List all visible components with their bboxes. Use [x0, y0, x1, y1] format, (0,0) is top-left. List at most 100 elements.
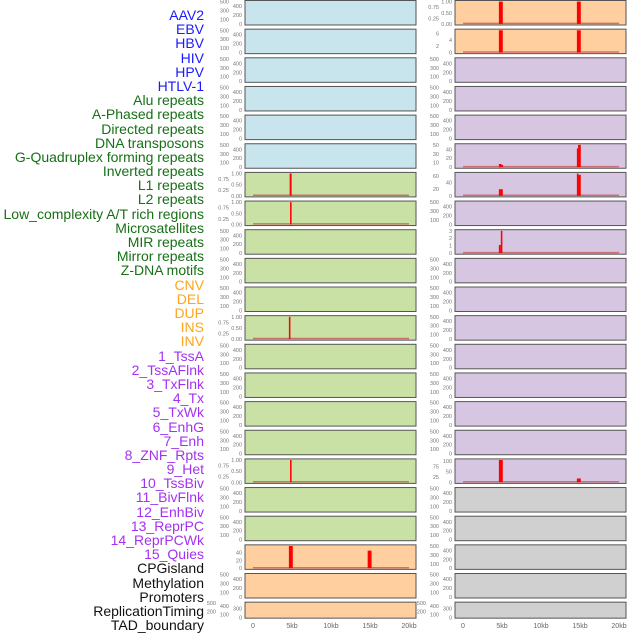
signal-bar: [578, 174, 581, 196]
panel-background: [454, 200, 627, 227]
panel: 0 100 200 300 400 500: [430, 401, 627, 429]
y-tick-label: 400: [233, 233, 242, 239]
y-tick-label: 6: [436, 31, 439, 37]
y-tick-label: 0: [239, 538, 242, 544]
y-tick-label: 200: [233, 13, 242, 19]
y-tick-label: 30: [433, 152, 439, 158]
y-tick-label: 200: [233, 443, 242, 449]
y-tick-label: 200: [233, 586, 242, 592]
y-tick-label: 400: [220, 604, 229, 610]
y-tick-label: 400: [233, 434, 242, 440]
track-label: 4_Tx: [172, 390, 204, 407]
track-label-list: AAV2 EBV HBV HIV HPV HTLV-1 Alu repeats A-Phase…: [0, 0, 205, 632]
y-tick-label: 300: [220, 266, 229, 272]
panel-background: [244, 515, 417, 542]
y-tick-label: 0.00: [231, 480, 242, 486]
y-tick-label: 0: [239, 308, 242, 314]
y-tick-label: 200: [443, 557, 452, 563]
y-tick-label: 0: [239, 51, 242, 57]
track-label: 12_EnhBiv: [136, 503, 204, 520]
y-tick-label: 0: [239, 136, 242, 142]
panel: 0 100 200 300 400 500: [430, 487, 627, 515]
signal-bar: [498, 460, 503, 483]
x-tick-label: 10kb: [323, 623, 338, 630]
y-tick-label: 300: [430, 324, 439, 330]
y-tick-label: 100: [220, 361, 229, 367]
panel-background: [244, 372, 417, 398]
panel: 0.000.250.500.751.00: [218, 200, 417, 228]
y-tick-label: 20: [236, 558, 242, 564]
panel-background: [454, 315, 627, 341]
panel: 0 2 4 6: [436, 28, 627, 57]
y-tick-label: 200: [443, 99, 452, 105]
y-tick-label: 500: [430, 315, 439, 321]
y-tick-label: 100: [430, 590, 439, 596]
y-tick-label: 300: [220, 9, 229, 15]
y-tick-label: 0: [449, 566, 452, 572]
y-tick-label: 500: [430, 86, 439, 92]
panel-background: [244, 487, 417, 513]
y-tick-label: 100: [430, 504, 439, 510]
y-tick-label: 400: [233, 348, 242, 354]
y-tick-label: 200: [443, 357, 452, 363]
panel: 0 100 200 300 400 500: [220, 515, 417, 544]
signal-bar: [367, 550, 372, 569]
y-tick-label: 300: [430, 524, 439, 530]
y-tick-label: 0: [239, 615, 242, 621]
x-tick-label: 5kb: [286, 623, 297, 630]
y-tick-label: 300: [220, 152, 229, 158]
panel: 0 100 200 300 400 500: [220, 286, 417, 314]
y-tick-label: 400: [233, 262, 242, 268]
y-tick-label: 200: [443, 328, 452, 334]
signal-bar: [290, 202, 292, 225]
panel-background: [244, 315, 417, 341]
y-tick-label: 0: [449, 366, 452, 372]
panel: 0 100 200 300 400 500: [220, 143, 417, 171]
y-tick-label: 100: [443, 459, 452, 465]
x-tick-label: 20kb: [401, 623, 416, 630]
y-tick-label: 0: [239, 251, 242, 257]
y-tick-label: 200: [443, 70, 452, 76]
y-tick-label: 1.00: [231, 172, 242, 178]
y-tick-label: 0.25: [218, 475, 229, 481]
y-tick-label: 0.25: [218, 217, 229, 223]
panel-background: [454, 257, 627, 284]
y-tick-label: 500: [220, 401, 229, 407]
panel-background: [244, 573, 417, 599]
y-tick-label: 0: [239, 22, 242, 28]
x-tick-label: 15kb: [362, 623, 377, 630]
y-tick-label: 0.50: [231, 183, 242, 189]
y-tick-label: 0: [239, 452, 242, 458]
y-tick-label: 200: [443, 443, 452, 449]
panel: 0 25 50 75 100: [433, 458, 627, 486]
y-tick-label: 2: [436, 44, 439, 50]
y-tick-label: 100: [220, 247, 229, 253]
y-tick-label: 500: [430, 515, 439, 521]
y-tick-label: 1.00: [231, 315, 242, 321]
y-tick-label: 500: [220, 229, 229, 235]
y-tick-label: 100: [430, 132, 439, 138]
y-tick-label: 300: [430, 352, 439, 358]
y-tick-label: 500: [430, 573, 439, 579]
y-tick-label: 400: [443, 491, 452, 497]
panel: 0 100 200 300 400 500: [220, 372, 417, 400]
y-tick-label: 0.75: [218, 177, 229, 183]
y-tick-label: 200: [233, 414, 242, 420]
panel: 0 100 200 300 400 500: [220, 401, 417, 429]
y-tick-label: 400: [443, 348, 452, 354]
y-tick-label: 200: [233, 128, 242, 134]
y-tick-label: 400: [443, 548, 452, 554]
panel-background: [244, 401, 417, 427]
signal-bar: [498, 30, 503, 53]
y-tick-label: 0: [239, 108, 242, 114]
y-tick-label: 200: [443, 385, 452, 391]
panel: 0 100 200 300 400 500: [220, 229, 417, 257]
panel: 0 100 200 300 400 500: [220, 487, 417, 515]
y-tick-label: 0: [449, 509, 452, 515]
x-tick-label: 0: [251, 623, 255, 630]
y-tick-label: 1.00: [231, 200, 242, 206]
track-label: EBV: [175, 21, 204, 38]
y-tick-label: 400: [443, 520, 452, 526]
panel-background: [244, 343, 417, 370]
panel-background: [244, 458, 417, 484]
